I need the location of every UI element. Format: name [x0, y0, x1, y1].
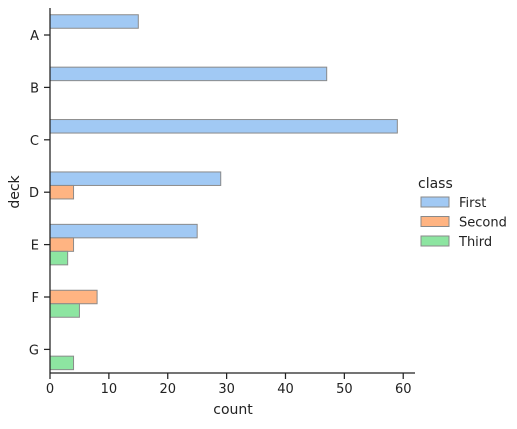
y-tick-label-b: B	[30, 81, 39, 96]
x-tick-label-30: 30	[218, 382, 235, 397]
bar-second-d	[49, 184, 75, 200]
bar-first-d	[49, 171, 222, 186]
legend-swatch-first	[420, 196, 450, 208]
axes-layer: A B C D E F G 0 10 20 30 40 50 60	[29, 8, 415, 397]
x-tick-label-0: 0	[46, 382, 54, 397]
legend-swatch-second	[420, 216, 450, 227]
y-tick-label-g: G	[29, 343, 39, 358]
y-tick-label-f: F	[32, 291, 39, 306]
y-tick-label-d: D	[29, 186, 39, 201]
legend-label-third: Third	[458, 235, 492, 250]
y-tick-label-c: C	[30, 134, 39, 149]
legend-title: class	[418, 176, 453, 192]
x-tick-label-20: 20	[159, 382, 176, 397]
x-tick-label-40: 40	[277, 382, 294, 397]
y-axis-label: deck	[7, 174, 23, 208]
bar-first-c	[49, 119, 398, 134]
bar-first-a	[49, 14, 139, 29]
x-tick-label-60: 60	[395, 382, 412, 397]
legend-swatch-third	[420, 235, 450, 247]
bar-second-e	[49, 237, 75, 252]
legend: class First Second Third	[418, 176, 507, 250]
bar-third-e	[49, 250, 69, 266]
legend-items: First Second Third	[420, 196, 507, 250]
bars-layer	[49, 14, 398, 371]
bar-first-b	[49, 66, 328, 82]
y-tick-label-e: E	[31, 239, 39, 254]
x-tick-label-50: 50	[336, 382, 353, 397]
legend-label-first: First	[459, 196, 486, 211]
bar-second-f	[49, 289, 98, 305]
x-tick-label-10: 10	[101, 382, 118, 397]
legend-label-second: Second	[459, 216, 507, 231]
bar-first-e	[49, 223, 198, 239]
x-axis-label: count	[213, 402, 253, 418]
y-tick-label-a: A	[30, 29, 39, 44]
bar-third-f	[49, 303, 80, 318]
bar-third-g	[49, 355, 75, 371]
